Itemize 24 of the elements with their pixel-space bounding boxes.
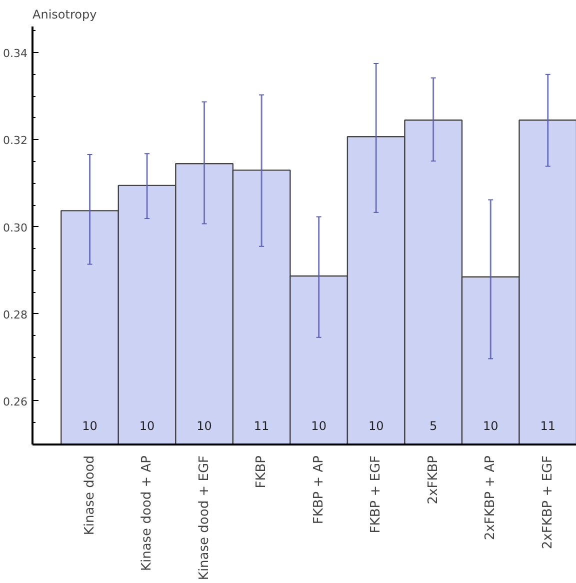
x-tick-label: Kinase dood + AP — [140, 455, 155, 572]
x-tick-label: 2xFKBP + EGF — [540, 455, 556, 550]
y-tick-label: 0.30 — [3, 221, 28, 234]
annotation: 10 — [196, 418, 212, 433]
y-tick-label: 0.28 — [3, 308, 28, 322]
y-tick-label: 0.26 — [3, 395, 28, 408]
annotation: 11 — [254, 418, 270, 433]
x-tick-label: 2xFKBP + AP — [483, 455, 498, 540]
y-tick-label: 0.34 — [3, 47, 28, 60]
annotation: 10 — [82, 418, 98, 433]
annotation: 10 — [139, 418, 155, 433]
y-tick-label: 0.32 — [3, 134, 28, 148]
annotation: 10 — [368, 418, 384, 433]
x-tick-label: 2xFKBP — [426, 455, 441, 504]
x-tick-label: FKBP — [254, 455, 270, 488]
x-tick-label: Kinase dood — [82, 455, 98, 536]
x-tick-label: Kinase dood + EGF — [196, 455, 212, 580]
y-axis-title: Anisotropy — [32, 8, 97, 22]
annotation: 5 — [430, 418, 438, 433]
x-tick-label: FKBP + EGF — [368, 455, 384, 534]
annotation: 11 — [540, 418, 556, 433]
annotation: 10 — [311, 418, 326, 433]
x-tick-label: FKBP + AP — [311, 455, 326, 524]
annotation: 10 — [482, 418, 498, 433]
